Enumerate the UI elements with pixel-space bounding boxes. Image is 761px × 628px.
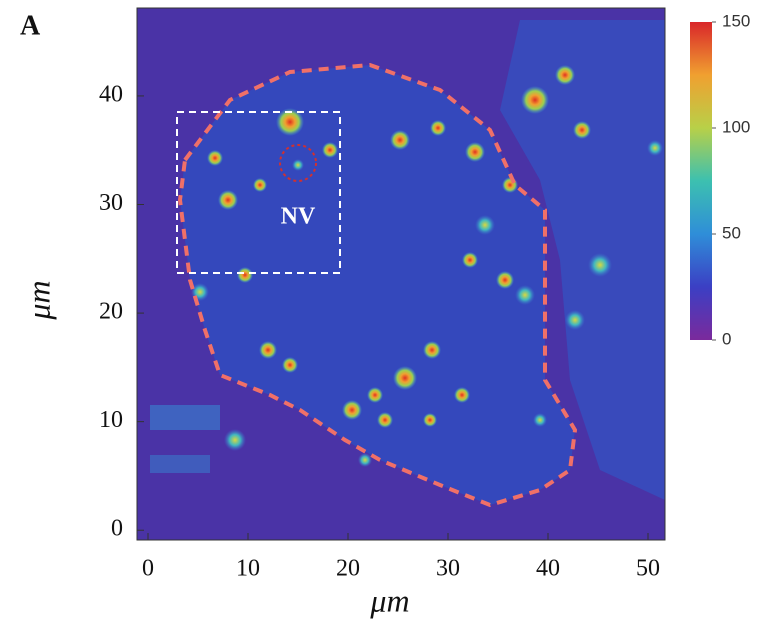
cell-region: [180, 65, 575, 505]
x-tick-label: 30: [436, 556, 460, 582]
x-tick-label: 40: [536, 556, 560, 582]
colorbar-tick-label: 150: [722, 11, 750, 30]
x-tick-label: 10: [236, 556, 260, 582]
y-tick-label: 30: [99, 190, 123, 216]
colorbar-tick-label: 100: [722, 117, 750, 136]
texture: [150, 455, 210, 473]
y-axis-label: μm: [20, 280, 56, 320]
y-tick-label: 40: [99, 81, 123, 107]
x-tick-label: 20: [336, 556, 360, 582]
colorbar-tick-label: 0: [722, 329, 731, 348]
colorbar-tick-label: 50: [722, 223, 741, 242]
plot-frame: [136, 7, 666, 541]
y-tick-label: 10: [99, 407, 123, 433]
nv-circle: [279, 144, 317, 182]
nv-label: NV: [281, 204, 316, 230]
x-axis-label: μm: [369, 582, 409, 618]
heatmap-image: [137, 8, 665, 540]
cell-outline: [177, 62, 578, 508]
y-tick-label: 20: [99, 299, 123, 325]
y-tick-label: 0: [111, 516, 123, 542]
texture: [150, 405, 220, 430]
texture: [500, 20, 665, 500]
x-tick-label: 50: [636, 556, 660, 582]
panel-label: A: [20, 10, 41, 41]
zoom-box: [176, 111, 341, 274]
bright-spots: [191, 65, 663, 467]
x-tick-label: 0: [142, 556, 154, 582]
colorbar: [690, 22, 712, 340]
